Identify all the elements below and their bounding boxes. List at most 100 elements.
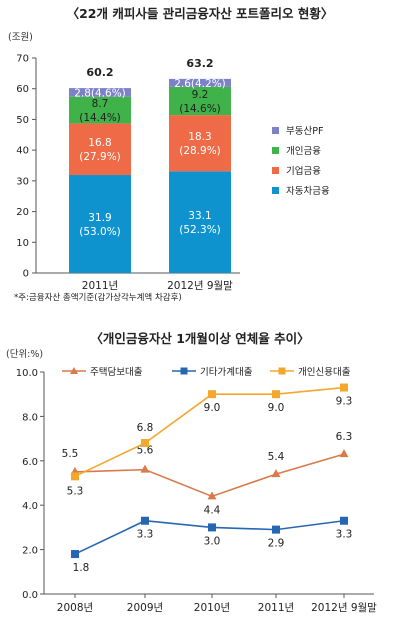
data-point-marker <box>340 383 348 392</box>
legend-swatch <box>272 127 279 134</box>
x-category-label: 2011년 <box>82 280 118 292</box>
delinquency-unit-label: (단위:%) <box>6 348 43 360</box>
data-point-marker <box>272 390 280 399</box>
bar-total-label: 60.2 <box>86 66 113 79</box>
data-point-marker <box>271 469 281 478</box>
segment-data-label: (14.6%) <box>179 103 221 115</box>
portfolio-footnote: *주:금융자산 총액기준(감가상각누계액 차감후) <box>14 292 182 303</box>
data-point-label: 3.3 <box>336 529 353 541</box>
segment-data-label: (14.4%) <box>79 112 121 124</box>
y-tick-label: 0.0 <box>22 590 38 601</box>
data-point-marker <box>207 491 217 500</box>
x-category-label: 2012년 9월말 <box>167 280 233 292</box>
y-tick-label: 30 <box>16 176 29 187</box>
y-tick-label: 10.0 <box>16 368 38 379</box>
data-point-label: 5.4 <box>268 451 285 463</box>
legend-label: 자동차금융 <box>286 185 330 197</box>
delinquency-line-chart: 〈개인금융자산 1개월이상 연체율 추이〉 (단위:%) 0.0 2.0 4.0 6.… <box>6 331 377 614</box>
segment-data-label: (28.9%) <box>179 145 221 157</box>
segment-data-label: (27.9%) <box>79 151 121 163</box>
legend-label: 개인신용대출 <box>298 367 351 378</box>
y-tick-label: 6.0 <box>22 457 38 468</box>
data-point-label: 5.6 <box>137 445 154 457</box>
data-point-marker <box>71 472 79 481</box>
bar-total-label: 63.2 <box>186 57 213 70</box>
data-point-label: 6.8 <box>137 422 154 434</box>
data-point-label: 3.0 <box>204 535 221 547</box>
segment-data-label: 2.8(4.6%) <box>74 87 126 99</box>
bar-segment <box>69 88 131 97</box>
bar-segment <box>169 115 231 172</box>
data-point-marker <box>141 439 149 448</box>
bar-segment <box>69 175 131 273</box>
data-point-label: 5.5 <box>62 448 79 460</box>
series-line <box>74 453 345 498</box>
x-category-label: 2008년 <box>57 602 93 614</box>
y-tick-label: 0 <box>23 269 29 280</box>
legend-label: 부동산PF <box>286 126 323 137</box>
y-tick-label: 50 <box>16 115 29 126</box>
bar-segment <box>69 123 131 176</box>
portfolio-unit-label: (조원) <box>8 32 33 43</box>
data-point-label: 5.3 <box>67 485 84 497</box>
data-point-marker <box>339 449 349 458</box>
delinquency-legend: 주택담보대출 기타가계대출 개인신용대출 <box>62 366 351 378</box>
legend-label: 주택담보대출 <box>90 366 143 378</box>
data-point-label: 2.9 <box>268 538 285 550</box>
segment-data-label: 16.8 <box>88 137 111 149</box>
y-tick-label: 70 <box>16 54 29 65</box>
bar-segment <box>169 78 231 87</box>
segment-data-label: 8.7 <box>92 98 109 110</box>
legend-swatch <box>272 187 279 194</box>
legend-label: 개인금융 <box>286 146 321 157</box>
legend-marker <box>278 367 286 375</box>
bar-segment <box>69 96 131 124</box>
portfolio-stacked-bar-chart: 〈22개 캐피사들 관리금융자산 포트폴리오 현황〉 (조원) 0 10 20 30 4… <box>8 6 334 303</box>
segment-data-label: 18.3 <box>188 131 211 143</box>
data-point-label: 4.4 <box>204 504 221 516</box>
segment-data-label: 2.6(4.2%) <box>174 78 226 90</box>
y-tick-label: 2.0 <box>22 546 38 557</box>
segment-data-label: 31.9 <box>88 212 111 224</box>
data-point-marker <box>71 550 79 559</box>
segment-data-label: (53.0%) <box>79 226 121 238</box>
y-tick-label: 20 <box>16 207 29 218</box>
x-category-label: 2009년 <box>127 602 163 614</box>
data-point-label: 6.3 <box>336 431 353 443</box>
x-category-label: 2012년 9월말 <box>311 602 377 614</box>
y-tick-label: 4.0 <box>22 501 38 512</box>
y-tick-label: 60 <box>16 84 29 95</box>
data-point-marker <box>208 523 216 532</box>
data-point-label: 9.3 <box>336 396 353 408</box>
y-tick-label: 10 <box>16 238 29 249</box>
x-category-label: 2011년 <box>258 602 294 614</box>
legend-marker <box>180 367 188 375</box>
segment-data-label: 33.1 <box>188 210 211 222</box>
x-category-label: 2010년 <box>194 602 230 614</box>
data-point-marker <box>272 525 280 534</box>
bar-segment <box>169 86 231 116</box>
bar-segment <box>169 171 231 273</box>
data-point-marker <box>340 516 348 525</box>
legend-swatch <box>272 167 279 174</box>
data-point-marker <box>141 516 149 525</box>
segment-data-label: (52.3%) <box>179 224 221 236</box>
legend-label: 기타가계대출 <box>200 366 253 378</box>
delinquency-chart-title: 〈개인금융자산 1개월이상 연체율 추이〉 <box>90 331 309 346</box>
data-point-label: 9.0 <box>204 402 221 414</box>
series-line <box>74 386 345 478</box>
legend-label: 기업금융 <box>286 165 321 177</box>
data-point-label: 1.8 <box>73 562 90 574</box>
legend-swatch <box>272 147 279 154</box>
data-point-label: 3.3 <box>137 529 154 541</box>
data-point-marker <box>140 464 150 473</box>
delinquency-plot-area: 0.0 2.0 4.0 6.0 8.0 10.0 2008년 2009년 2010년 2011년 2… <box>16 368 377 614</box>
data-point-marker <box>208 390 216 399</box>
y-tick-label: 8.0 <box>22 412 38 423</box>
portfolio-chart-title: 〈22개 캐피사들 관리금융자산 포트폴리오 현황〉 <box>67 6 334 21</box>
data-point-label: 9.0 <box>268 402 285 414</box>
legend-marker <box>70 367 78 374</box>
y-tick-label: 40 <box>16 146 29 157</box>
segment-data-label: 9.2 <box>192 89 209 101</box>
